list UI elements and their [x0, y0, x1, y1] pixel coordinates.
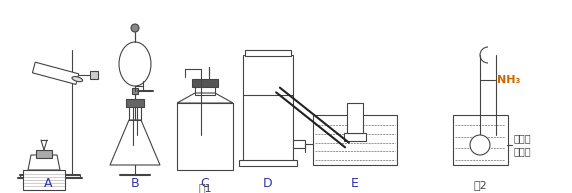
Text: D: D	[263, 177, 273, 190]
Bar	[344, 133, 366, 141]
Bar	[177, 103, 233, 170]
Bar	[293, 140, 305, 148]
Bar	[239, 160, 297, 166]
Polygon shape	[177, 93, 233, 103]
Bar	[453, 115, 508, 165]
Bar	[23, 170, 65, 190]
Ellipse shape	[72, 77, 82, 82]
Text: E: E	[351, 177, 359, 190]
Ellipse shape	[119, 42, 151, 86]
Bar	[129, 105, 141, 120]
Polygon shape	[28, 155, 60, 170]
Text: 图2: 图2	[473, 180, 487, 190]
Circle shape	[470, 135, 490, 155]
Bar	[195, 85, 215, 95]
Text: 滴有酵
酥的水: 滴有酵 酥的水	[514, 133, 531, 157]
Text: A: A	[43, 177, 52, 190]
Bar	[126, 99, 144, 107]
Bar	[192, 79, 218, 87]
Text: NH₃: NH₃	[497, 75, 521, 85]
Bar	[90, 71, 98, 79]
Bar	[245, 50, 291, 56]
Text: B: B	[130, 177, 140, 190]
Polygon shape	[33, 62, 79, 85]
Bar	[132, 88, 138, 94]
Circle shape	[131, 24, 139, 32]
Polygon shape	[110, 120, 160, 165]
Bar	[36, 150, 52, 158]
Text: 图1: 图1	[198, 183, 212, 193]
Bar	[313, 115, 397, 165]
Bar	[243, 55, 293, 165]
Text: C: C	[201, 177, 209, 190]
Bar	[347, 103, 363, 133]
